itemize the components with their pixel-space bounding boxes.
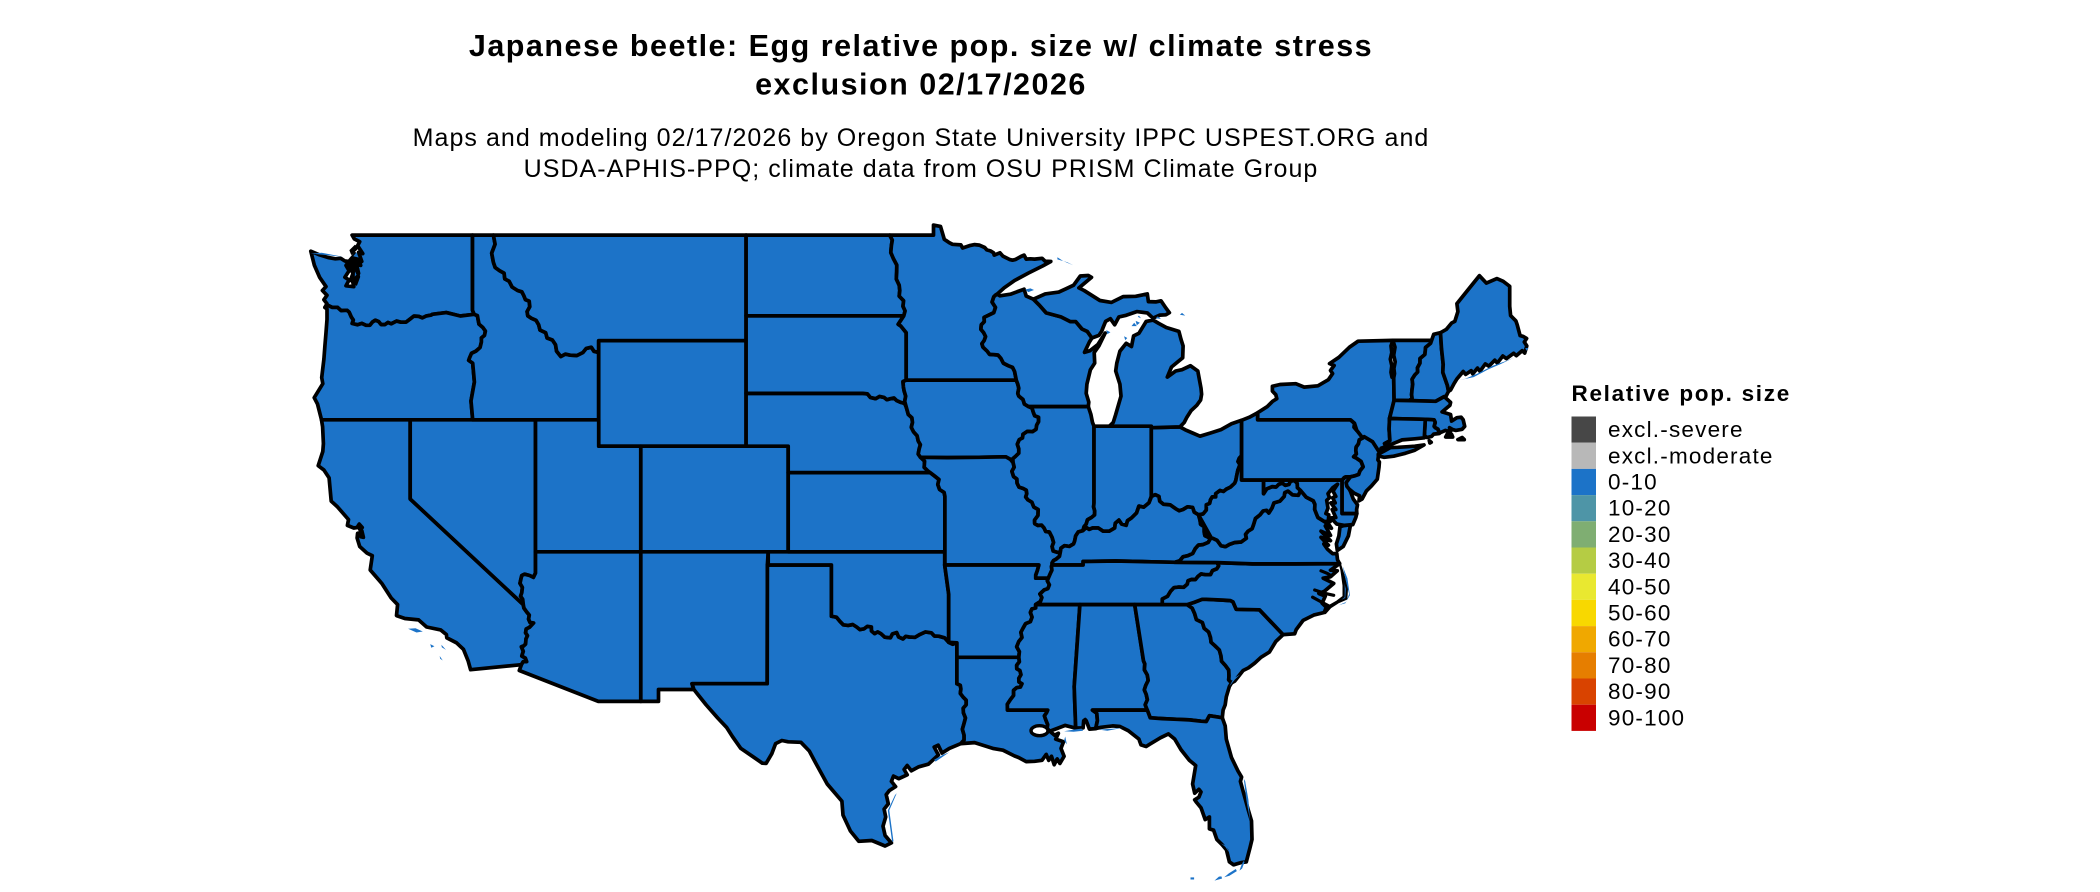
svg-text:exclusion 02/17/2026: exclusion 02/17/2026: [755, 68, 1087, 102]
svg-text:40-50: 40-50: [1608, 574, 1672, 599]
svg-text:50-60: 50-60: [1608, 601, 1672, 626]
svg-text:0-10: 0-10: [1608, 470, 1658, 495]
svg-text:excl.-severe: excl.-severe: [1608, 417, 1744, 442]
svg-text:10-20: 10-20: [1608, 496, 1672, 521]
svg-text:80-90: 80-90: [1608, 679, 1672, 704]
svg-text:20-30: 20-30: [1608, 522, 1672, 547]
svg-text:70-80: 70-80: [1608, 653, 1672, 678]
svg-text:USDA-APHIS-PPQ; climate data f: USDA-APHIS-PPQ; climate data from OSU PR…: [524, 155, 1319, 183]
svg-text:excl.-moderate: excl.-moderate: [1608, 443, 1774, 468]
svg-text:90-100: 90-100: [1608, 705, 1685, 730]
svg-text:Maps and modeling 02/17/2026 b: Maps and modeling 02/17/2026 by Oregon S…: [413, 124, 1430, 152]
svg-text:Relative pop. size: Relative pop. size: [1572, 381, 1791, 406]
svg-text:Japanese beetle: Egg relative: Japanese beetle: Egg relative pop. size …: [469, 29, 1373, 63]
svg-text:60-70: 60-70: [1608, 627, 1672, 652]
svg-text:30-40: 30-40: [1608, 548, 1672, 573]
